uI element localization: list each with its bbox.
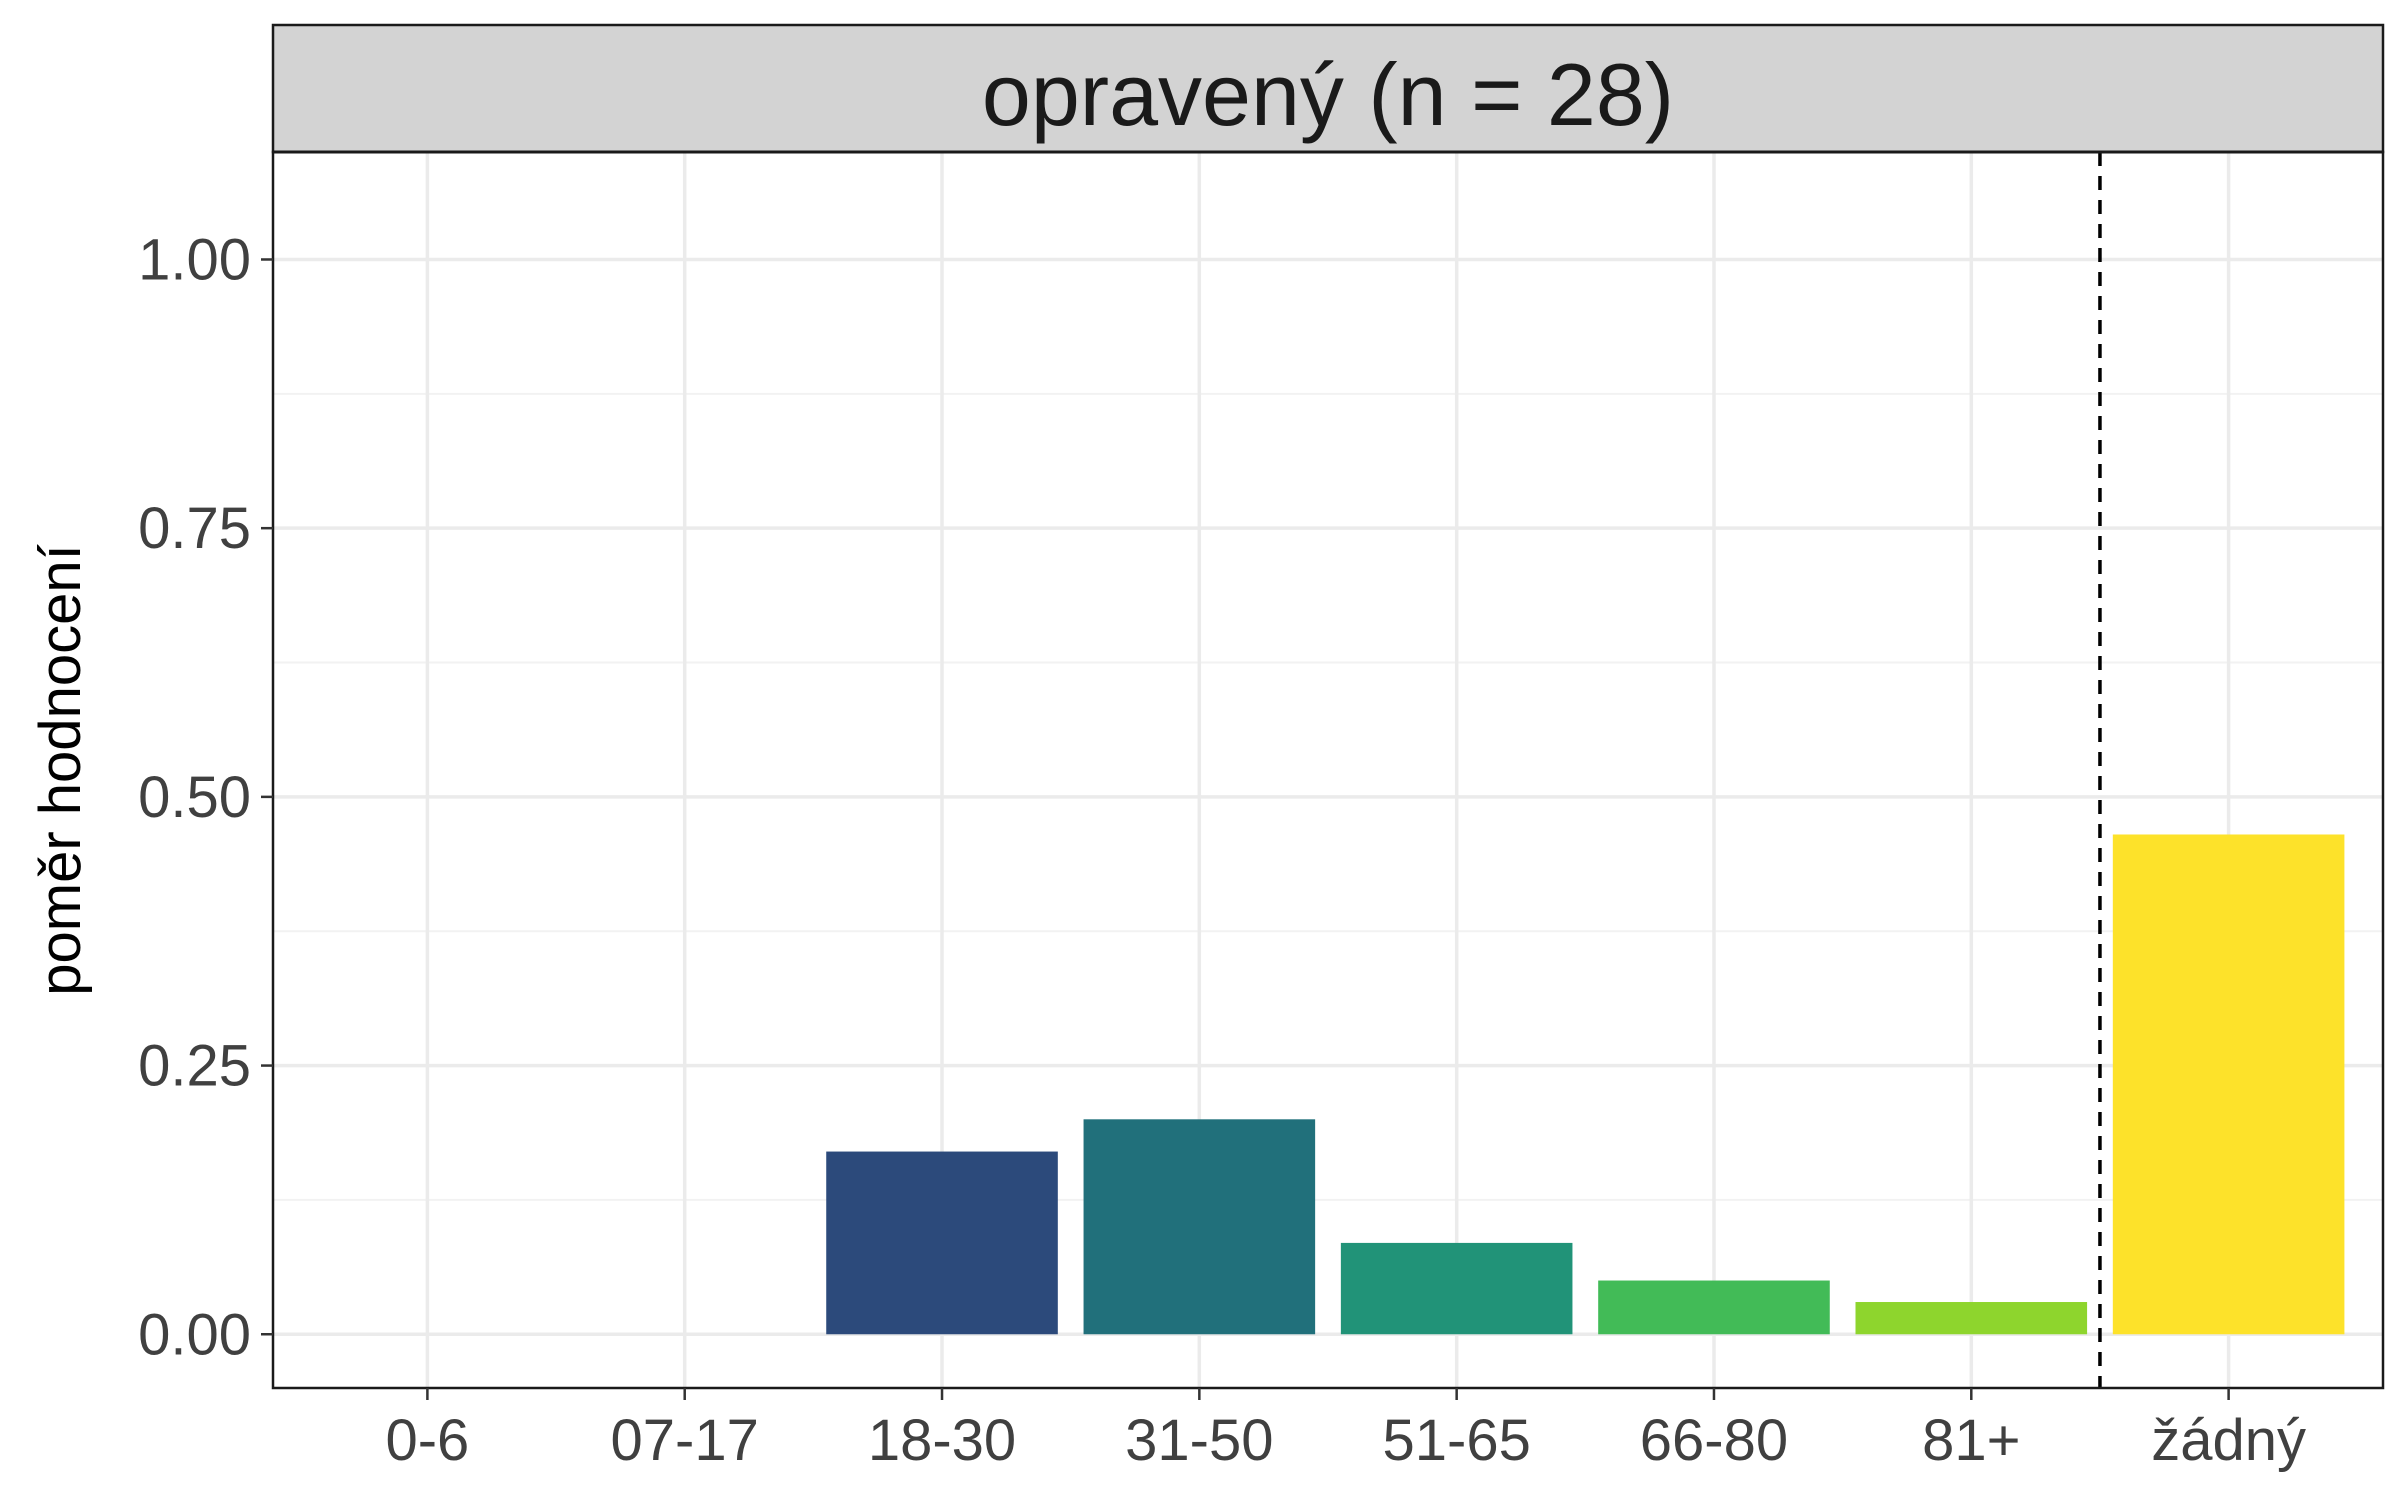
y-axis-title: poměr hodnocení [28, 544, 93, 995]
x-tick-label: 66-80 [1640, 1408, 1788, 1473]
x-tick-label: žádný [2151, 1408, 2306, 1473]
plot-background [273, 152, 2383, 1388]
y-tick-label: 1.00 [138, 227, 251, 292]
strip-background [271, 23, 2385, 154]
bar-66-80 [1598, 1280, 1830, 1335]
minor-gridlines [273, 392, 2383, 1201]
bars [826, 834, 2345, 1335]
bar-31-50 [1083, 1119, 1316, 1335]
y-tick-label: 0.25 [138, 1034, 251, 1099]
x-tick-label: 81+ [1922, 1408, 2020, 1473]
x-tick-label: 31-50 [1125, 1408, 1273, 1473]
x-tick-label: 18-30 [868, 1408, 1016, 1473]
y-tick-label: 0.50 [138, 765, 251, 830]
bar-18-30 [826, 1151, 1058, 1335]
x-tick-label: 07-17 [611, 1408, 759, 1473]
bar-žádný [2112, 834, 2345, 1335]
x-tick-label: 0-6 [385, 1408, 469, 1473]
y-axis: 0.00 0.25 0.50 0.75 1.00 [138, 227, 273, 1367]
bar-51-65 [1340, 1242, 1573, 1335]
panel-title: opravený (n = 28) [982, 45, 1674, 144]
bar-81+ [1855, 1302, 2088, 1335]
y-tick-label: 0.00 [138, 1302, 251, 1367]
x-axis: 0-6 07-17 18-30 31-50 51-65 66-80 81+ žádný [385, 1388, 2306, 1473]
major-gridlines [273, 152, 2383, 1388]
x-tick-label: 51-65 [1382, 1408, 1530, 1473]
y-tick-label: 0.75 [138, 496, 251, 561]
